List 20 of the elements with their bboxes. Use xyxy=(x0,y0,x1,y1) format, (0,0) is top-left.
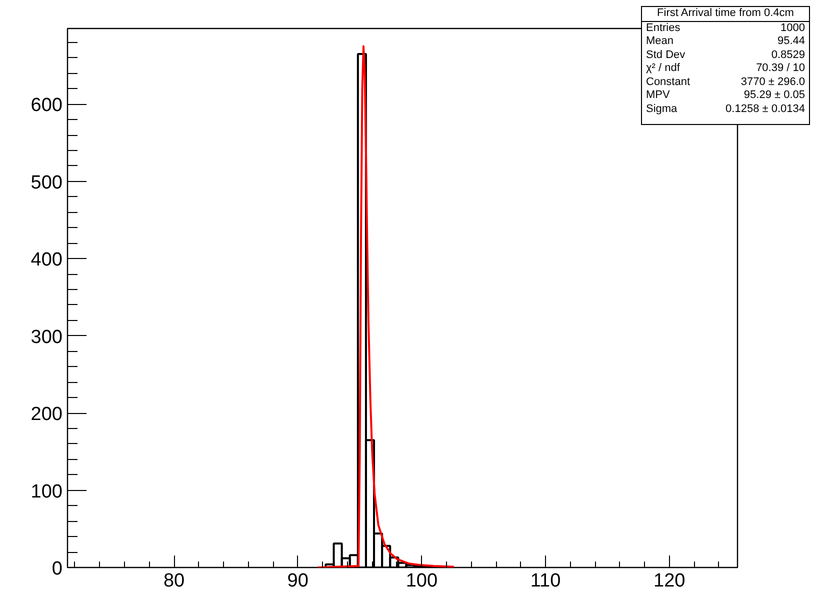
text: Constant 3770 ± 296.0 xyxy=(646,76,805,88)
y-tick-label: 100 xyxy=(30,481,62,502)
y-tick-label: 600 xyxy=(30,95,62,116)
x-tick-label: 80 xyxy=(163,570,185,592)
text: Mean 95.44 xyxy=(646,35,805,47)
text: Entries 1000 xyxy=(646,22,805,34)
chart-title: First Arrival time from 0.4cm xyxy=(642,7,809,21)
y-tick-label: 0 xyxy=(52,558,63,580)
y-tick-label: 400 xyxy=(30,250,62,271)
text: MPV 95.29 ± 0.05 xyxy=(646,89,805,101)
text: χ² / ndf 70.39 / 10 xyxy=(646,62,805,74)
y-tick-label: 300 xyxy=(30,326,62,348)
x-tick-label: 120 xyxy=(654,570,686,592)
x-tick-label: 100 xyxy=(406,570,438,592)
text: Sigma 0.1258 ± 0.0134 xyxy=(646,102,805,114)
y-tick-label: 500 xyxy=(30,172,62,194)
x-tick-label: 110 xyxy=(530,570,561,592)
y-tick-label: 200 xyxy=(30,404,62,426)
text: Std Dev 0.8529 xyxy=(646,48,805,60)
x-tick-label: 90 xyxy=(287,570,308,592)
